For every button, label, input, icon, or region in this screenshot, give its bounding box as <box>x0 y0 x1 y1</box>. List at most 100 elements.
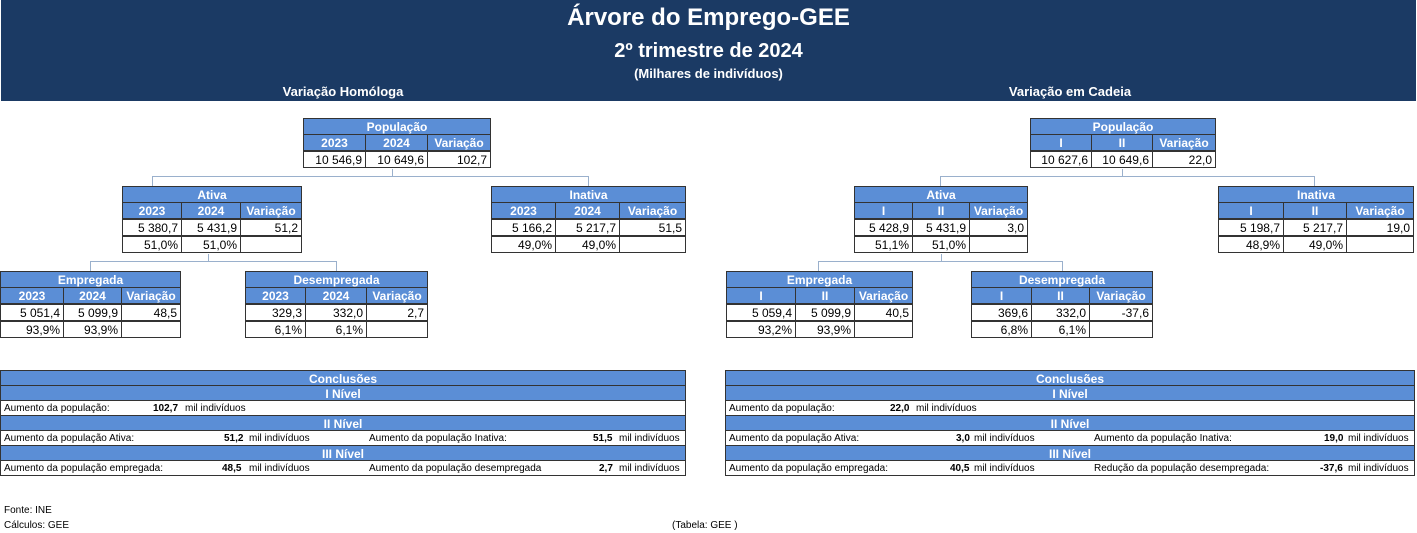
col-header: Variação <box>969 202 1028 219</box>
box-title: População <box>1030 118 1216 135</box>
col-header: 2023 <box>0 287 64 304</box>
value-cell: 329,3 <box>245 304 306 321</box>
conclusion-label: Aumento da população empregada: <box>729 463 889 474</box>
box-populacao-cadeia: População I II Variação 10 627,6 10 649,6 22… <box>1030 118 1216 169</box>
value-cell: 10 546,9 <box>303 151 366 168</box>
box-title: Desempregada <box>971 271 1153 288</box>
value-cell: 5 217,7 <box>1283 219 1347 236</box>
conclusion-value: 2,7 <box>599 463 613 474</box>
source-note: Fonte: INE <box>4 505 52 516</box>
percent-cell: 6,1% <box>1031 321 1090 338</box>
value-cell: 5 198,7 <box>1218 219 1284 236</box>
col-header: I <box>1218 202 1284 219</box>
col-header: Variação <box>1152 134 1216 151</box>
value-cell: 22,0 <box>1152 151 1216 168</box>
col-header: 2024 <box>305 287 367 304</box>
conclusion-label: Aumento da população Inativa: <box>369 433 507 444</box>
col-header: II <box>795 287 855 304</box>
percent-cell: 49,0% <box>555 236 620 253</box>
percent-cell: 51,0% <box>912 236 970 253</box>
percent-cell: 6,1% <box>245 321 306 338</box>
box-title: Empregada <box>0 271 181 288</box>
col-header: 2024 <box>63 287 122 304</box>
conclusion-label: Redução da população desempregada: <box>1094 463 1270 474</box>
conclusion-label: Aumento da população: <box>4 403 110 414</box>
conclusion-unit: mil indivíduos <box>185 403 246 414</box>
conclusion-label: Aumento da população Ativa: <box>4 433 135 444</box>
col-header: I <box>971 287 1032 304</box>
col-header: I <box>726 287 796 304</box>
col-header: 2023 <box>303 134 366 151</box>
value-cell: 3,0 <box>969 219 1028 236</box>
conclusion-value: -37,6 <box>1320 463 1343 474</box>
col-header: Variação <box>240 202 302 219</box>
conclusion-unit: mil indivíduos <box>1348 433 1409 444</box>
value-cell: 10 649,6 <box>1091 151 1153 168</box>
percent-cell: 51,1% <box>854 236 913 253</box>
percent-cell: 51,0% <box>181 236 241 253</box>
col-header: II <box>1031 287 1090 304</box>
conclusion-value: 48,5 <box>222 463 242 474</box>
value-cell: -37,6 <box>1089 304 1153 321</box>
value-cell: 51,5 <box>619 219 686 236</box>
col-header: I <box>854 202 913 219</box>
box-inativa-homologa: Inativa 2023 2024 Variação 5 166,2 5 217,7 5… <box>491 186 686 254</box>
conclusions-title: Conclusões <box>725 370 1415 386</box>
value-cell: 5 059,4 <box>726 304 796 321</box>
percent-cell: 49,0% <box>491 236 556 253</box>
conclusion-value: 51,5 <box>593 433 613 444</box>
value-cell: 51,2 <box>240 219 302 236</box>
title-banner <box>1 0 1416 101</box>
conclusions-homologa: Conclusões I Nível Aumento da população:… <box>0 370 686 476</box>
col-header: Variação <box>427 134 491 151</box>
col-header: 2024 <box>555 202 620 219</box>
conclusion-unit: mil indivíduos <box>619 433 680 444</box>
value-cell: 369,6 <box>971 304 1032 321</box>
value-cell: 5 380,7 <box>122 219 182 236</box>
value-cell: 10 627,6 <box>1030 151 1092 168</box>
conclusion-value: 102,7 <box>153 403 179 414</box>
value-cell: 40,5 <box>854 304 913 321</box>
value-cell: 5 431,9 <box>912 219 970 236</box>
box-title: Inativa <box>1218 186 1414 203</box>
conclusion-label: Aumento da população Inativa: <box>1094 433 1232 444</box>
col-header: II <box>1283 202 1347 219</box>
value-cell: 10 649,6 <box>365 151 428 168</box>
percent-cell: 49,0% <box>1283 236 1347 253</box>
conclusion-label: Aumento da população desempregada <box>369 463 542 474</box>
level-3-header: III Nível <box>0 445 686 461</box>
percent-cell: 6,1% <box>305 321 367 338</box>
col-header: 2024 <box>181 202 241 219</box>
value-cell: 2,7 <box>366 304 428 321</box>
percent-cell: 6,8% <box>971 321 1032 338</box>
level-1-line: Aumento da população: 22,0 mil indivíduo… <box>725 400 1415 416</box>
percent-cell: 51,0% <box>122 236 182 253</box>
box-title: Ativa <box>854 186 1028 203</box>
conclusion-label: Aumento da população empregada: <box>4 463 164 474</box>
level-1-line: Aumento da população: 102,7 mil indivídu… <box>0 400 686 416</box>
level-3-line: Aumento da população empregada: 48,5 mil… <box>0 460 686 476</box>
conclusion-unit: mil indivíduos <box>974 433 1035 444</box>
level-3-line: Aumento da população empregada: 40,5 mil… <box>725 460 1415 476</box>
level-3-header: III Nível <box>725 445 1415 461</box>
conclusion-value: 22,0 <box>890 403 910 414</box>
box-ativa-cadeia: Ativa I II Variação 5 428,9 5 431,9 3,0 51,1… <box>854 186 1028 254</box>
box-title: Desempregada <box>245 271 428 288</box>
conclusion-value: 3,0 <box>956 433 970 444</box>
col-header: II <box>1091 134 1153 151</box>
col-header: Variação <box>619 202 686 219</box>
level-2-header: II Nível <box>725 415 1415 431</box>
conclusion-unit: mil indivíduos <box>974 463 1035 474</box>
percent-cell: 93,2% <box>726 321 796 338</box>
box-title: Ativa <box>122 186 302 203</box>
col-header: 2023 <box>491 202 556 219</box>
box-desempregada-homologa: Desempregada 2023 2024 Variação 329,3 332,0… <box>245 271 428 339</box>
conclusion-unit: mil indivíduos <box>916 403 977 414</box>
value-cell: 19,0 <box>1346 219 1414 236</box>
table-note: (Tabela: GEE ) <box>672 520 738 531</box>
percent-cell: 93,9% <box>795 321 855 338</box>
level-2-header: II Nível <box>0 415 686 431</box>
col-header: 2023 <box>122 202 182 219</box>
conclusion-label: Aumento da população Ativa: <box>729 433 860 444</box>
value-cell: 5 217,7 <box>555 219 620 236</box>
